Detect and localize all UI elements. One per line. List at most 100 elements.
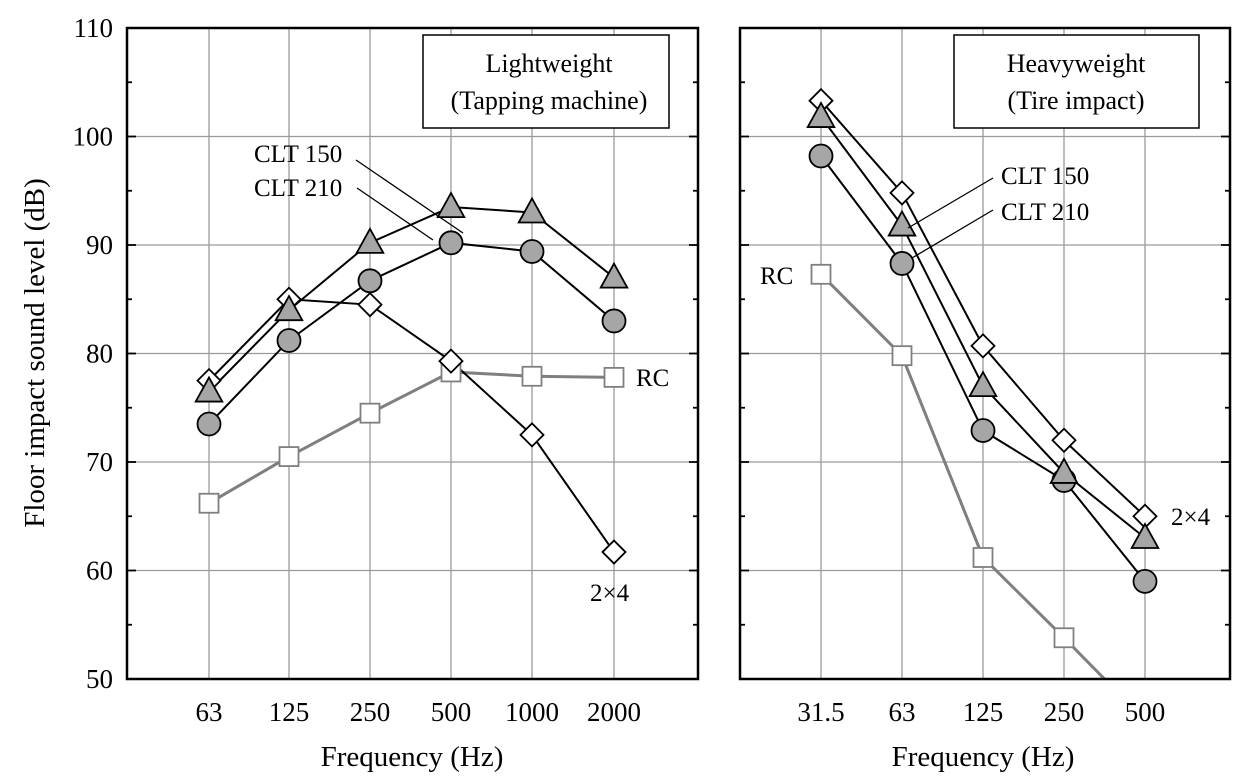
legend-frame — [953, 34, 1200, 129]
leader-line-clt150 — [907, 177, 994, 229]
y-tick-label: 110 — [74, 13, 114, 43]
y-tick-label: 60 — [86, 556, 113, 586]
data-point-square — [891, 345, 913, 367]
data-point-triangle — [599, 261, 629, 289]
axis-ticks — [740, 27, 1230, 680]
plot-area — [806, 87, 1160, 679]
x-tick-label: 63 — [196, 697, 223, 727]
x-tick-label: 125 — [963, 697, 1004, 727]
legend-box: Heavyweight (Tire impact) — [953, 34, 1200, 129]
annotation-rc: RC — [760, 263, 793, 290]
data-point-triangle — [968, 370, 998, 398]
x-tick-label: 500 — [1125, 697, 1166, 727]
series-line-clt210 — [208, 241, 615, 425]
chart-panel-heavyweight: 31.5 63 125 250 500 Frequency (Hz) Heavyweig… — [738, 26, 1232, 773]
legend-frame — [422, 34, 670, 129]
x-tick-label: 31.5 — [797, 697, 844, 727]
data-point-circle — [519, 239, 545, 264]
data-point-diamond — [357, 291, 383, 318]
data-point-diamond — [970, 333, 996, 359]
annotation-2x4: 2×4 — [590, 580, 630, 607]
data-point-diamond — [601, 539, 627, 565]
series-line-clt150 — [208, 206, 615, 393]
y-tick-label: 70 — [86, 447, 113, 477]
series-markers-clt210 — [808, 143, 1158, 594]
series-markers-clt210 — [196, 230, 627, 437]
series-markers-24 — [196, 286, 627, 565]
data-point-triangle — [806, 101, 836, 128]
data-point-diamond — [889, 180, 915, 206]
data-point-square — [198, 492, 220, 514]
x-tick-label: 63 — [889, 697, 916, 727]
data-point-diamond — [519, 422, 545, 448]
legend-subtitle: (Tapping machine) — [451, 86, 648, 115]
data-point-triangle — [1049, 456, 1079, 484]
x-tick-label: 1000 — [505, 697, 559, 727]
data-point-circle — [276, 328, 302, 353]
axis-ticks — [127, 27, 698, 680]
legend-title: Heavyweight — [1007, 49, 1146, 78]
x-tick-label: 250 — [1044, 697, 1085, 727]
data-point-circle — [1132, 568, 1158, 594]
x-tick-label: 2000 — [587, 697, 641, 727]
y-tick-label: 90 — [86, 230, 113, 260]
y-tick-label: 50 — [86, 664, 113, 694]
annotation-clt150: CLT 150 — [254, 141, 342, 168]
data-point-triangle — [1130, 522, 1160, 549]
data-point-triangle — [436, 191, 466, 219]
data-point-square — [1053, 627, 1075, 649]
plot-area — [194, 191, 629, 565]
data-point-diamond — [1051, 427, 1077, 454]
series-line-rc — [208, 370, 615, 505]
data-point-circle — [357, 268, 383, 294]
data-point-triangle — [887, 209, 917, 237]
data-point-square — [359, 402, 381, 424]
data-point-square — [278, 446, 300, 467]
x-tick-label: 250 — [350, 697, 391, 727]
data-point-square — [972, 547, 994, 568]
y-axis-label: Floor impact sound level (dB) — [19, 178, 51, 528]
legend-title: Lightweight — [485, 49, 613, 78]
y-tick-label: 100 — [73, 122, 114, 152]
data-point-triangle — [517, 196, 547, 224]
x-axis-label: Frequency (Hz) — [892, 741, 1075, 773]
series-annotations: CLT 150 CLT 210 RC 2×4 — [760, 163, 1211, 531]
leader-line-clt210 — [356, 187, 434, 241]
data-point-diamond — [438, 348, 464, 374]
x-axis-label: Frequency (Hz) — [321, 741, 504, 773]
annotation-rc: RC — [636, 365, 669, 392]
x-tick-label: 500 — [431, 697, 472, 727]
x-tick-label: 125 — [269, 697, 310, 727]
annotation-clt210: CLT 210 — [1001, 199, 1089, 226]
data-point-circle — [808, 143, 834, 169]
data-point-circle — [196, 411, 222, 437]
chart-panel-lightweight: 63 125 250 500 1000 2000 Frequency (Hz) Light… — [125, 26, 700, 773]
x-tick-labels: 31.5 63 125 250 500 — [797, 697, 1165, 727]
data-point-circle — [889, 251, 915, 276]
leader-line-clt210 — [911, 209, 994, 259]
series-markers-clt150 — [194, 191, 629, 403]
legend-box: Lightweight (Tapping machine) — [422, 34, 670, 129]
data-point-triangle — [274, 294, 304, 322]
annotation-2x4: 2×4 — [1171, 504, 1211, 531]
series-markers-rc — [198, 361, 625, 514]
series-line-24 — [208, 298, 615, 553]
data-point-square — [603, 366, 625, 388]
data-point-square — [810, 263, 832, 285]
data-point-triangle — [194, 375, 224, 403]
data-point-circle — [601, 308, 627, 334]
annotation-clt210: CLT 210 — [254, 175, 342, 202]
series-markers-clt150 — [806, 101, 1160, 549]
x-tick-labels: 63 125 250 500 1000 2000 — [196, 697, 642, 727]
series-annotations: CLT 150 CLT 210 RC 2×4 — [254, 141, 669, 607]
annotation-clt150: CLT 150 — [1001, 163, 1089, 190]
y-tick-labels: 50 60 70 80 90 100 110 — [73, 13, 114, 694]
leader-line-clt150 — [355, 159, 464, 234]
series-markers-rc — [810, 263, 1075, 649]
series-markers-24 — [808, 87, 1158, 530]
y-tick-label: 80 — [86, 339, 113, 369]
legend-subtitle: (Tire impact) — [1008, 86, 1145, 115]
data-point-circle — [970, 418, 996, 443]
data-point-circle — [438, 230, 464, 256]
